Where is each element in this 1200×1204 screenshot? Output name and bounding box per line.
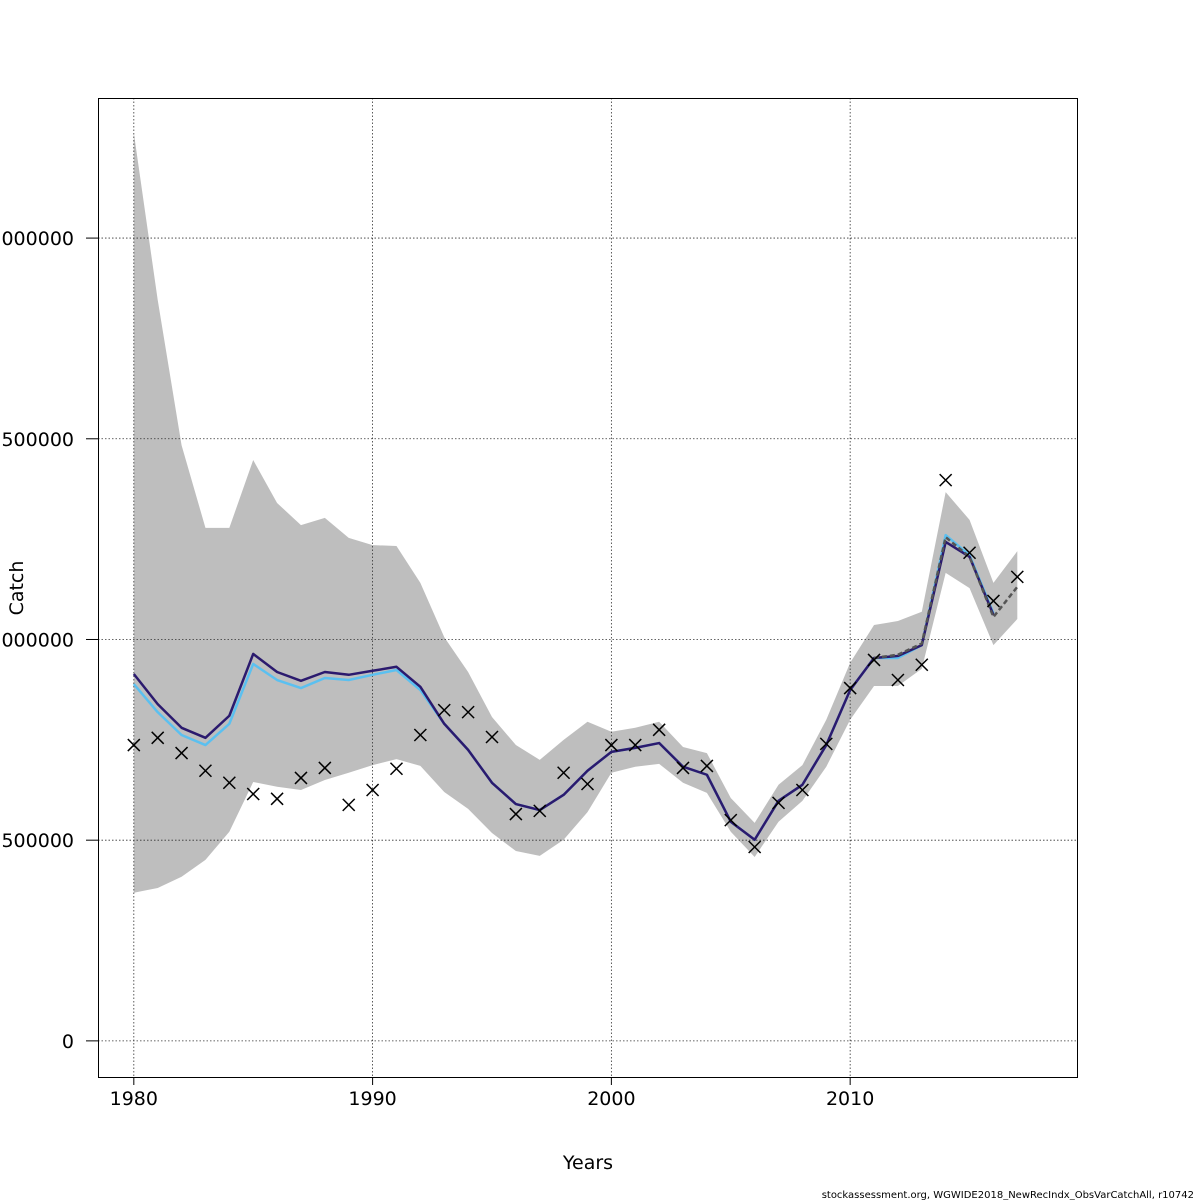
cross-mark bbox=[389, 762, 404, 776]
cross-mark bbox=[246, 787, 260, 801]
plot-frame bbox=[98, 98, 1078, 1078]
cross-mark bbox=[963, 546, 977, 560]
cross-mark bbox=[485, 730, 499, 744]
y-tick-label: 2000000 bbox=[0, 228, 74, 250]
observed-catch-point bbox=[628, 738, 642, 752]
observed-catch-point bbox=[509, 807, 523, 821]
observed-catch-point bbox=[1010, 570, 1024, 584]
observed-catch-point bbox=[986, 594, 1000, 608]
cross-mark bbox=[222, 776, 236, 790]
observed-catch-point bbox=[461, 705, 475, 719]
confidence-band bbox=[133, 132, 1018, 893]
observed-catch-point bbox=[676, 761, 690, 775]
cross-mark bbox=[413, 728, 427, 742]
cross-mark bbox=[700, 759, 714, 773]
observed-catch-point bbox=[222, 776, 236, 790]
cross-mark bbox=[604, 738, 618, 752]
observed-catch-point bbox=[963, 546, 977, 560]
cross-mark bbox=[127, 738, 141, 752]
observed-catch-point bbox=[485, 730, 499, 744]
cross-mark bbox=[986, 594, 1000, 608]
observed-catch-point bbox=[795, 783, 809, 797]
cross-mark bbox=[724, 813, 738, 827]
observed-catch-point bbox=[437, 703, 451, 717]
cross-mark bbox=[867, 653, 881, 667]
cross-mark bbox=[819, 737, 833, 751]
observed-catch-point bbox=[819, 737, 833, 751]
footer-credit: stockassessment.org, WGWIDE2018_NewRecIn… bbox=[822, 1190, 1194, 1200]
cross-mark bbox=[270, 792, 284, 806]
observed-catch-point bbox=[652, 723, 666, 737]
cross-mark bbox=[676, 761, 690, 775]
cross-mark bbox=[795, 783, 809, 797]
cross-mark bbox=[294, 771, 308, 785]
observed-catch-point bbox=[771, 796, 786, 810]
cross-mark bbox=[437, 703, 451, 717]
cross-mark bbox=[461, 705, 475, 719]
cross-mark bbox=[748, 840, 762, 854]
observed-catch-point bbox=[342, 798, 356, 812]
x-tick-label: 2010 bbox=[826, 1088, 874, 1110]
observed-catch-point bbox=[580, 777, 595, 791]
observed-catch-point bbox=[915, 658, 929, 672]
y-tick-label: 1500000 bbox=[0, 429, 74, 451]
cross-mark bbox=[1010, 570, 1024, 584]
observed-catch-point bbox=[389, 762, 404, 776]
observed-catch-point bbox=[939, 473, 953, 487]
x-tick-label: 2000 bbox=[587, 1088, 635, 1110]
cross-mark bbox=[843, 681, 857, 695]
cross-mark bbox=[557, 766, 571, 780]
observed-catch-point bbox=[294, 771, 308, 785]
observed-catch-point bbox=[151, 731, 165, 745]
cross-mark bbox=[580, 777, 595, 791]
observed-catch-point bbox=[366, 783, 380, 797]
y-axis-label: Catch bbox=[6, 561, 28, 616]
observed-catch-point bbox=[891, 673, 905, 687]
cross-mark bbox=[939, 473, 953, 487]
observed-catch-point bbox=[533, 804, 547, 818]
observed-catch-point bbox=[175, 746, 189, 760]
cross-mark bbox=[533, 804, 547, 818]
observed-catch-point bbox=[557, 766, 571, 780]
y-tick-label: 500000 bbox=[1, 830, 74, 852]
observed-catch-point bbox=[127, 738, 141, 752]
x-tick-label: 1980 bbox=[110, 1088, 158, 1110]
observed-catch-point bbox=[604, 738, 618, 752]
cross-mark bbox=[198, 764, 212, 778]
cross-mark bbox=[915, 658, 929, 672]
observed-catch-point bbox=[700, 759, 714, 773]
cross-mark bbox=[151, 731, 165, 745]
cross-mark bbox=[342, 798, 356, 812]
cross-mark bbox=[366, 783, 380, 797]
cross-mark bbox=[509, 807, 523, 821]
observed-catch-point bbox=[843, 681, 857, 695]
estimate-line-dark bbox=[132, 540, 995, 842]
observed-catch-point bbox=[748, 840, 762, 854]
cross-mark bbox=[652, 723, 666, 737]
x-tick-label: 1990 bbox=[348, 1088, 396, 1110]
cross-mark bbox=[891, 673, 905, 687]
y-tick-label: 1000000 bbox=[0, 629, 74, 651]
observed-catch-point bbox=[867, 653, 881, 667]
y-tick-label: 0 bbox=[62, 1031, 74, 1053]
observed-catch-point bbox=[724, 813, 738, 827]
observed-catch-point bbox=[270, 792, 284, 806]
estimate-line-dashed bbox=[873, 535, 1019, 660]
cross-mark bbox=[628, 738, 642, 752]
cross-mark bbox=[318, 761, 332, 775]
observed-catch-point bbox=[413, 728, 427, 742]
cross-mark bbox=[771, 796, 786, 810]
observed-catch-point bbox=[246, 787, 260, 801]
x-axis-label: Years bbox=[562, 1152, 613, 1174]
cross-mark bbox=[175, 746, 189, 760]
observed-catch-point bbox=[198, 764, 212, 778]
observed-catch-point bbox=[318, 761, 332, 775]
